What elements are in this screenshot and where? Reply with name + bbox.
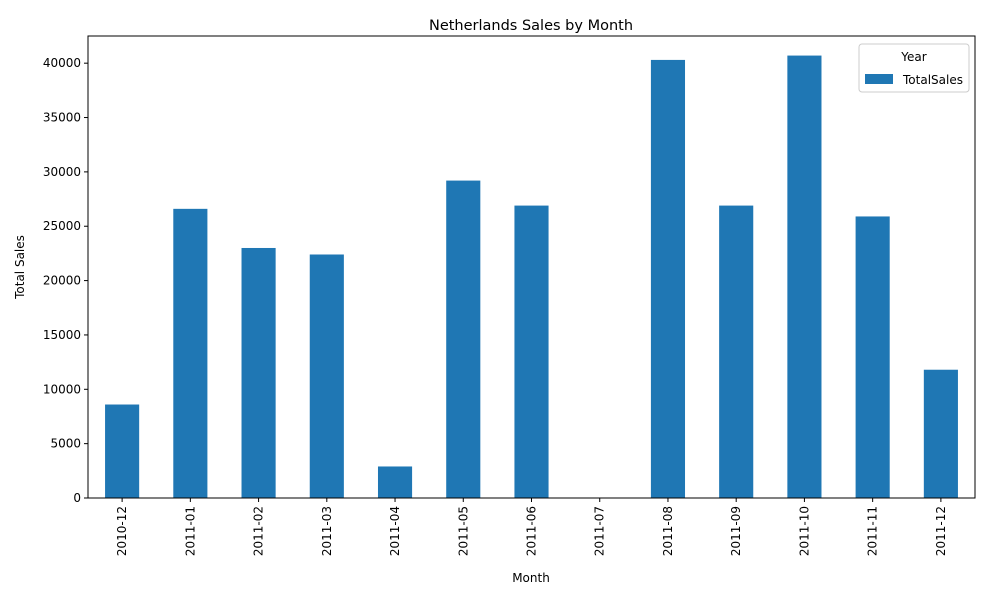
y-tick-label: 15000: [43, 328, 81, 342]
bar-2011-01: [173, 208, 208, 498]
x-axis-label: Month: [512, 571, 550, 585]
x-tick-label: 2011-04: [388, 506, 402, 556]
x-tick-label: 2011-02: [252, 506, 266, 556]
legend-label: TotalSales: [902, 73, 963, 87]
y-tick-label: 35000: [43, 111, 81, 125]
x-tick-label: 2011-07: [593, 506, 607, 556]
y-tick-label: 25000: [43, 219, 81, 233]
bars-group: [105, 55, 958, 499]
y-tick-label: 0: [73, 491, 81, 505]
x-tick-label: 2011-05: [456, 506, 470, 556]
x-tick-label: 2011-08: [661, 506, 675, 556]
y-tick-label: 40000: [43, 56, 81, 70]
plot-area: 2010-12 2011-01 2011-02 2011-03 2011-04 2011-…: [43, 35, 976, 556]
y-tick-label: 30000: [43, 165, 81, 179]
plot-frame: [87, 35, 976, 499]
bar-2011-09: [719, 205, 754, 498]
y-axis-ticks: 0 5000 10000 15000 20000 25000 30000 35000 40000: [43, 56, 88, 505]
x-tick-label: 2011-01: [183, 506, 197, 556]
bar-2011-05: [446, 180, 481, 498]
bar-2011-10: [787, 55, 822, 499]
x-tick-label: 2011-03: [320, 506, 334, 556]
legend: Year TotalSales: [858, 43, 970, 93]
bar-2011-08: [650, 59, 686, 499]
bar-2011-04: [377, 466, 413, 498]
bar-2011-02: [241, 247, 276, 498]
x-tick-label: 2011-09: [729, 506, 743, 556]
y-axis-label: Total Sales: [13, 235, 27, 300]
legend-swatch: [865, 74, 893, 84]
x-tick-label: 2010-12: [115, 506, 129, 556]
x-axis-ticks: 2010-12 2011-01 2011-02 2011-03 2011-04 2011-…: [115, 498, 948, 556]
x-tick-label: 2011-10: [797, 506, 811, 556]
bar-2010-12: [105, 404, 140, 498]
y-tick-label: 20000: [43, 274, 81, 288]
bar-2011-12: [923, 369, 958, 498]
bar-2011-11: [855, 216, 890, 498]
x-tick-label: 2011-06: [525, 506, 539, 556]
chart-title: Netherlands Sales by Month: [429, 18, 633, 34]
bar-2011-06: [514, 205, 549, 498]
x-tick-label: 2011-12: [934, 506, 948, 556]
y-tick-label: 10000: [43, 382, 81, 396]
y-tick-label: 5000: [50, 437, 81, 451]
x-tick-label: 2011-11: [866, 506, 880, 556]
legend-title: Year: [900, 50, 926, 64]
bar-2011-03: [309, 254, 344, 498]
